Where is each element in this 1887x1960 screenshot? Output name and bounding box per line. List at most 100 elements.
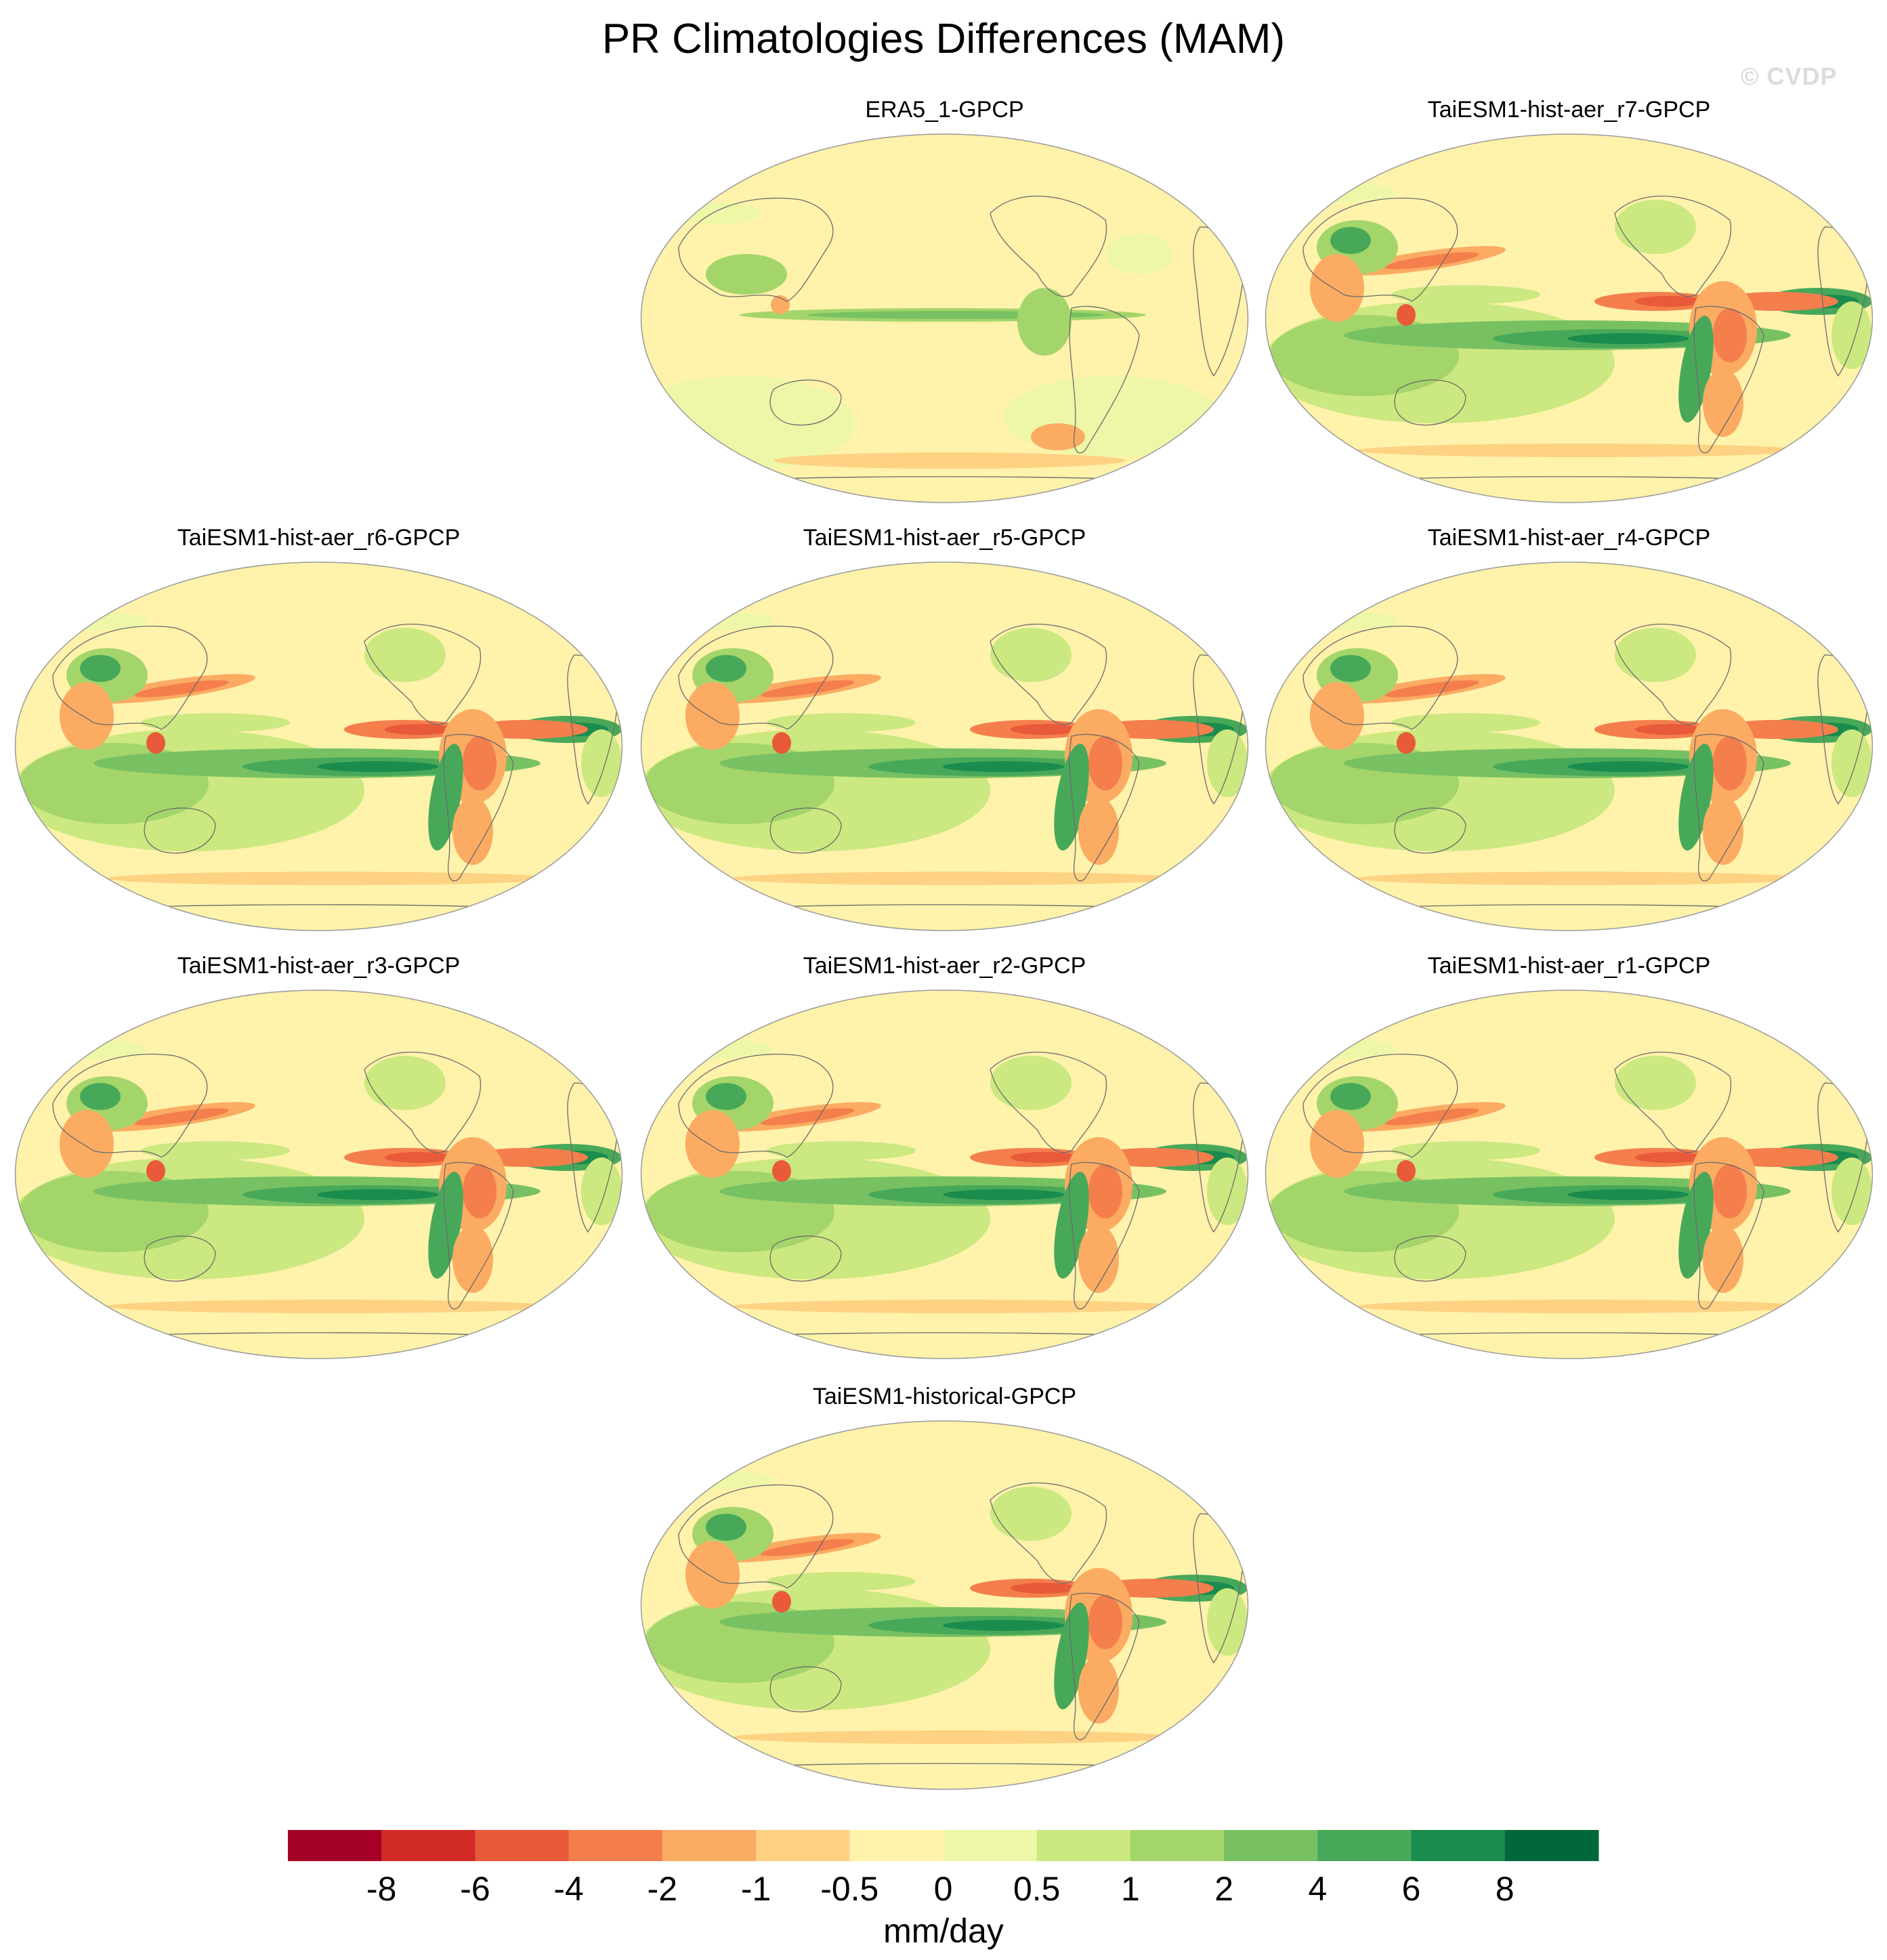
amazon-strong-negative	[1713, 736, 1747, 790]
colorbar-tick-label: -4	[553, 1870, 583, 1908]
colorbar-tick-label: -0.5	[820, 1870, 878, 1908]
la-plata-negative	[1703, 797, 1743, 865]
light-positive-region	[1105, 234, 1173, 274]
colorbar-swatch	[849, 1830, 944, 1861]
colorbar-tick-label: 6	[1402, 1870, 1421, 1908]
amazon-strong-negative	[1713, 308, 1747, 362]
south-america-coastline	[1693, 305, 1764, 454]
maritime-strong-negative	[1397, 304, 1416, 326]
africa-positive	[581, 729, 622, 797]
colorbar-tick-label: 2	[1214, 1870, 1233, 1908]
world-map-era5	[640, 133, 1249, 503]
east-pacific-strong-negative	[1011, 724, 1078, 735]
itcz-peak-positive	[943, 761, 1065, 772]
eurasia-coastline	[52, 625, 208, 730]
amazon-strong-negative	[1713, 1164, 1747, 1218]
colorbar-swatch	[1036, 1830, 1131, 1861]
map-border	[14, 561, 623, 931]
africa-positive	[1207, 1588, 1248, 1656]
south-america-coastline	[1069, 1592, 1140, 1741]
eurasia-coastline	[678, 1484, 834, 1589]
cvdp-watermark: © CVDP	[1741, 62, 1838, 90]
nw-pacific-strong-negative	[134, 1108, 229, 1126]
world-map-r2	[640, 989, 1249, 1359]
pacific-positive-band	[141, 1141, 290, 1160]
africa-positive	[1207, 1157, 1248, 1225]
itcz-peak-positive	[1567, 761, 1689, 772]
south-america-coastline	[1069, 733, 1140, 882]
china-strong-positive	[1330, 655, 1371, 682]
nw-pacific-strong-negative	[760, 1108, 855, 1126]
colorbar-swatch	[381, 1830, 475, 1861]
southern-ocean-negative-band	[1357, 1300, 1804, 1313]
africa-positive	[1207, 729, 1248, 797]
panel-title-r1: TaiESM1-hist-aer_r1-GPCP	[1427, 953, 1711, 979]
map-panel-historical: TaiESM1-historical-GPCP	[638, 1382, 1251, 1790]
australia-coastline	[144, 807, 216, 854]
nw-pacific-strong-negative	[760, 680, 855, 698]
africa-positive	[581, 1157, 622, 1225]
south-america-coastline	[1069, 1162, 1140, 1310]
southern-ocean-negative-band	[107, 872, 554, 885]
colorbar-swatch	[288, 1830, 382, 1861]
colorbar-tick-label: 4	[1308, 1870, 1327, 1908]
world-map-r5	[640, 561, 1249, 931]
maritime-strong-negative	[146, 732, 165, 754]
colorbar-swatch	[662, 1830, 757, 1861]
china-strong-positive	[706, 1514, 746, 1541]
map-panel-r4: TaiESM1-hist-aer_r4-GPCP	[1263, 523, 1875, 931]
south-america-coastline	[443, 733, 514, 882]
colorbar-swatch	[1317, 1830, 1412, 1861]
north-america-positive	[1615, 200, 1696, 254]
china-strong-positive	[706, 655, 746, 682]
la-plata-negative	[1703, 1225, 1743, 1293]
china-strong-positive	[706, 1083, 746, 1110]
panel-title-r3: TaiESM1-hist-aer_r3-GPCP	[177, 953, 461, 979]
east-pacific-strong-negative	[385, 1152, 452, 1163]
map-border	[1265, 989, 1873, 1359]
maritime-strong-negative	[1397, 732, 1416, 754]
la-plata-negative	[1078, 797, 1119, 865]
eurasia-coastline	[1302, 625, 1458, 730]
nw-pacific-strong-negative	[1384, 680, 1479, 698]
australia-coastline	[769, 1235, 842, 1282]
south-america-coastline	[1069, 305, 1140, 454]
colorbar-tick-label: 0	[934, 1870, 953, 1908]
map-border	[640, 561, 1249, 931]
south-asia-negative	[685, 1110, 740, 1178]
world-map-historical	[640, 1420, 1249, 1790]
east-pacific-strong-negative	[1011, 1152, 1078, 1163]
amazon-strong-negative	[463, 1164, 496, 1218]
patagonia-negative-spot	[1031, 423, 1085, 450]
eurasia-coastline	[678, 1053, 834, 1158]
pacific-positive-band	[1391, 285, 1540, 304]
colorbar-tick-label: 1	[1121, 1870, 1140, 1908]
north-america-coastline	[364, 1051, 482, 1153]
africa-positive	[1831, 301, 1872, 369]
colorbar-tick-label: -8	[366, 1870, 396, 1908]
light-positive-region	[679, 203, 760, 224]
eurasia-coastline	[1302, 1053, 1458, 1158]
map-panel-r7: TaiESM1-hist-aer_r7-GPCP	[1263, 95, 1875, 503]
south-asia-negative	[685, 1541, 740, 1609]
nw-pacific-strong-negative	[1384, 1108, 1479, 1126]
map-panel-r3: TaiESM1-hist-aer_r3-GPCP	[12, 951, 625, 1359]
north-america-coastline	[1614, 195, 1732, 297]
map-border	[1265, 561, 1873, 931]
nw-pacific-strong-negative	[760, 1539, 855, 1556]
itcz-peak-positive	[943, 1189, 1065, 1200]
nw-pacific-strong-negative	[1384, 252, 1479, 270]
south-america-coastline	[443, 1162, 514, 1310]
amazon-strong-negative	[463, 736, 496, 790]
panel-title-r6: TaiESM1-hist-aer_r6-GPCP	[177, 525, 461, 551]
southern-ocean-negative-band	[733, 1300, 1180, 1313]
southern-ocean-negative-band	[1357, 444, 1804, 457]
itcz-peak-positive	[1567, 333, 1689, 344]
figure-title: PR Climatologies Differences (MAM)	[601, 16, 1286, 62]
southern-ocean-negative-band	[107, 1300, 554, 1313]
world-map-r6	[14, 561, 623, 931]
la-plata-negative	[452, 797, 493, 865]
north-america-positive	[364, 628, 446, 682]
colorbar-swatch	[1411, 1830, 1506, 1861]
itcz-peak-positive	[317, 761, 439, 772]
